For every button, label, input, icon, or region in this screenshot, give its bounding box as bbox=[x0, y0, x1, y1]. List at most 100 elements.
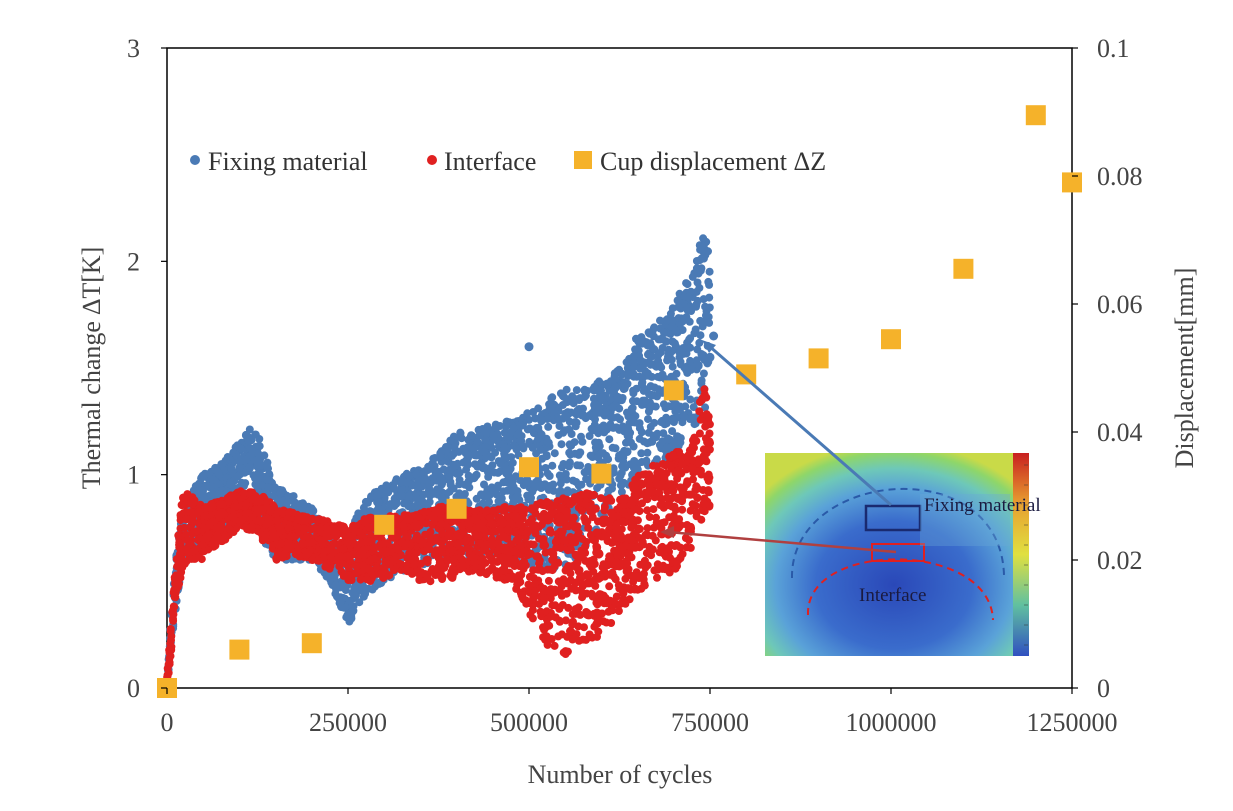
interface-point bbox=[187, 508, 195, 517]
interface-point bbox=[394, 545, 403, 554]
fixing-material-point bbox=[516, 476, 525, 485]
fixing-material-point bbox=[223, 453, 232, 461]
fixing-material-point bbox=[513, 430, 522, 439]
interface-point bbox=[649, 505, 658, 514]
interface-point bbox=[596, 616, 604, 625]
fixing-material-point bbox=[359, 592, 368, 601]
fixing-material-point bbox=[615, 365, 624, 374]
interface-point bbox=[260, 535, 269, 544]
interface-point bbox=[663, 493, 672, 502]
interface-point bbox=[558, 536, 567, 545]
interface-point bbox=[586, 507, 595, 516]
fixing-material-point bbox=[492, 490, 501, 499]
fixing-material-point bbox=[480, 480, 488, 489]
interface-point bbox=[562, 511, 571, 520]
interface-point bbox=[548, 601, 557, 610]
fixing-material-point bbox=[671, 407, 680, 416]
fixing-material-point bbox=[260, 451, 269, 460]
fixing-material-point bbox=[449, 484, 458, 493]
fixing-material-point bbox=[360, 585, 369, 594]
interface-point bbox=[593, 517, 602, 526]
fixing-material-point bbox=[467, 431, 476, 440]
interface-point bbox=[518, 512, 527, 521]
fixing-material-point bbox=[612, 383, 620, 392]
interface-point bbox=[695, 407, 704, 416]
fixing-material-point bbox=[686, 395, 695, 404]
fixing-material-point bbox=[651, 402, 660, 411]
fixing-material-point bbox=[572, 386, 581, 395]
interface-point bbox=[569, 617, 577, 626]
interface-point bbox=[403, 532, 412, 541]
interface-point bbox=[369, 548, 378, 556]
interface-point bbox=[635, 534, 644, 542]
interface-point bbox=[546, 565, 555, 574]
interface-point bbox=[630, 480, 639, 488]
fixing-material-point bbox=[555, 471, 564, 480]
interface-point bbox=[577, 546, 586, 555]
interface-point bbox=[442, 555, 451, 564]
interface-point bbox=[546, 526, 555, 535]
fixing-material-point bbox=[556, 389, 565, 398]
interface-point bbox=[173, 562, 182, 571]
fixing-material-point bbox=[233, 472, 242, 481]
interface-point bbox=[699, 445, 708, 454]
interface-point bbox=[275, 507, 284, 516]
interface-point bbox=[561, 616, 570, 625]
fixing-material-point bbox=[644, 371, 653, 380]
fixing-material-point bbox=[643, 448, 652, 457]
fixing-material-point bbox=[636, 356, 645, 365]
fixing-material-point bbox=[647, 352, 656, 361]
fixing-material-point bbox=[345, 617, 354, 626]
fixing-material-point bbox=[676, 360, 685, 369]
fixing-material-point bbox=[696, 266, 705, 275]
interface-point bbox=[448, 573, 457, 582]
fixing-material-point bbox=[656, 348, 665, 357]
interface-point bbox=[656, 521, 665, 530]
fixing-material-point bbox=[198, 490, 207, 498]
fixing-material-point bbox=[644, 328, 653, 337]
fixing-material-point bbox=[438, 494, 446, 503]
interface-point bbox=[543, 513, 552, 522]
fixing-material-point bbox=[534, 404, 543, 413]
interface-point bbox=[655, 488, 664, 497]
interface-point bbox=[692, 508, 701, 517]
fixing-material-point bbox=[484, 472, 493, 481]
fixing-material-point bbox=[577, 480, 586, 489]
fixing-material-point bbox=[403, 478, 412, 487]
interface-point bbox=[559, 648, 568, 657]
fixing-material-point bbox=[562, 385, 571, 394]
fixing-material-point bbox=[594, 453, 603, 462]
fixing-material-point bbox=[686, 343, 695, 352]
fixing-material-point bbox=[686, 365, 695, 374]
interface-point bbox=[578, 534, 587, 543]
fixing-material-point bbox=[500, 443, 509, 452]
fixing-material-point bbox=[534, 423, 543, 432]
fixing-material-point bbox=[473, 438, 482, 447]
fixing-material-point bbox=[548, 393, 557, 402]
interface-point bbox=[511, 528, 520, 537]
interface-point bbox=[458, 522, 467, 531]
fixing-material-series bbox=[163, 234, 719, 690]
fixing-material-point bbox=[642, 456, 651, 465]
interface-point bbox=[695, 429, 704, 438]
interface-point bbox=[314, 556, 323, 565]
interface-point bbox=[556, 543, 565, 552]
fixing-material-point bbox=[528, 443, 537, 452]
interface-point bbox=[448, 546, 457, 555]
fixing-material-point bbox=[283, 497, 292, 506]
interface-point bbox=[675, 523, 683, 532]
fixing-material-point bbox=[245, 463, 254, 472]
fixing-material-point bbox=[556, 479, 565, 488]
fixing-material-point bbox=[332, 592, 341, 601]
interface-point bbox=[169, 616, 178, 625]
fixing-material-point bbox=[695, 283, 704, 292]
interface-point bbox=[356, 575, 365, 584]
interface-point bbox=[426, 527, 435, 536]
interface-point bbox=[555, 616, 564, 625]
fixing-material-point bbox=[508, 458, 517, 467]
fixing-material-point bbox=[218, 460, 226, 469]
interface-point bbox=[167, 632, 176, 641]
fixing-material-point bbox=[446, 436, 455, 445]
fixing-material-point bbox=[478, 425, 487, 433]
